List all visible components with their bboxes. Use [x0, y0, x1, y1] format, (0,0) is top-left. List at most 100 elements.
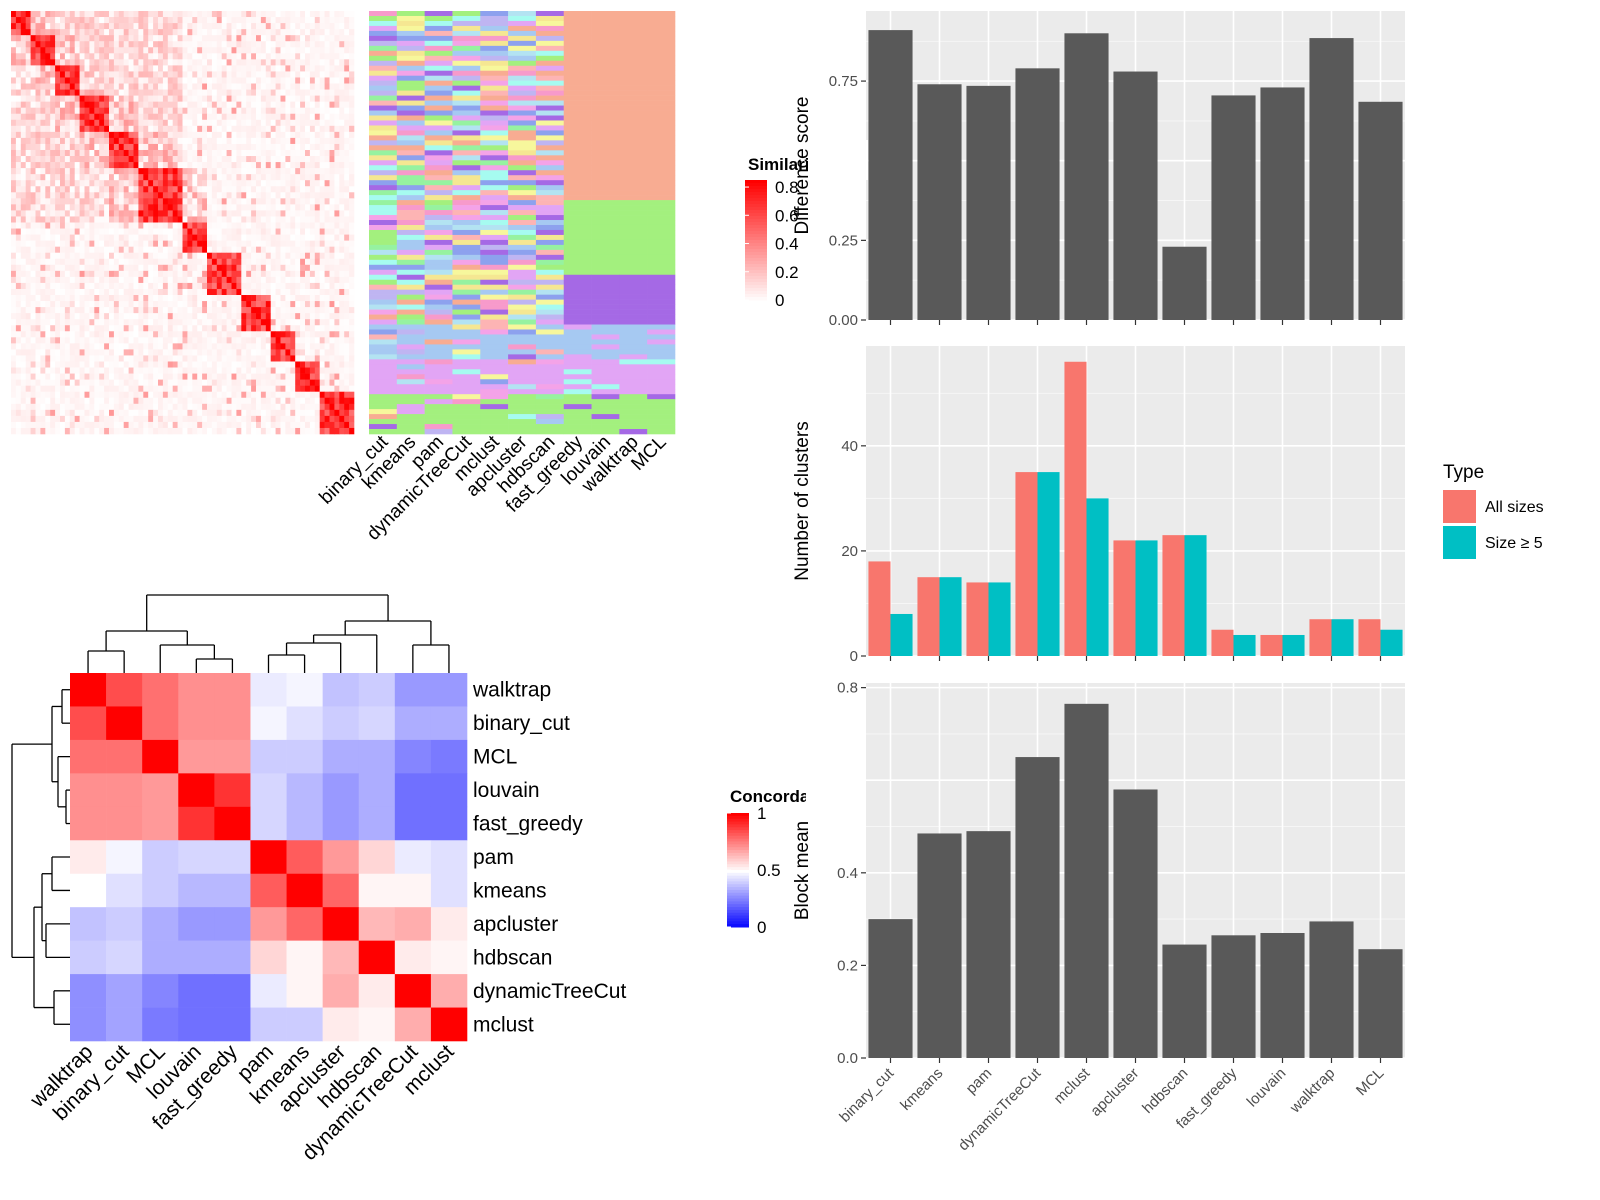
- similarity-cell: [25, 343, 31, 350]
- similarity-cell: [270, 397, 276, 405]
- similarity-cell: [295, 156, 301, 163]
- similarity-cell: [285, 288, 291, 296]
- similarity-cell: [25, 95, 31, 102]
- similarity-cell: [197, 349, 203, 356]
- similarity-cell: [11, 222, 17, 229]
- similarity-cell: [74, 131, 80, 139]
- similarity-cell: [231, 288, 237, 296]
- similarity-cell: [99, 391, 105, 399]
- similarity-cell: [40, 35, 46, 42]
- similarity-cell: [226, 403, 232, 411]
- similarity-cell: [216, 192, 222, 199]
- similarity-cell: [143, 355, 149, 362]
- similarity-cell: [260, 228, 267, 235]
- similarity-cell: [104, 288, 110, 296]
- similarity-cell: [148, 180, 154, 187]
- similarity-cell: [64, 409, 71, 417]
- similarity-cell: [241, 198, 247, 205]
- similarity-cell: [246, 216, 252, 223]
- similarity-cell: [104, 337, 110, 344]
- similarity-cell: [153, 17, 159, 24]
- similarity-cell: [167, 343, 173, 350]
- similarity-cell: [64, 295, 71, 302]
- similarity-cell: [69, 198, 75, 205]
- similarity-cell: [15, 319, 22, 326]
- similarity-cell: [79, 270, 85, 278]
- similarity-cell: [172, 47, 178, 54]
- similarity-cell: [202, 101, 208, 108]
- similarity-cell: [45, 137, 51, 145]
- similarity-cell: [158, 29, 164, 36]
- similarity-cell: [221, 131, 227, 139]
- similarity-cell: [40, 331, 46, 338]
- similarity-cell: [89, 252, 95, 260]
- similarity-cell: [309, 35, 316, 42]
- similarity-cell: [339, 319, 345, 326]
- similarity-cell: [300, 301, 306, 308]
- similarity-cell: [50, 89, 56, 96]
- similarity-cell: [285, 397, 291, 405]
- similarity-cell: [265, 228, 271, 235]
- similarity-cell: [295, 385, 301, 392]
- similarity-cell: [226, 258, 232, 266]
- similarity-cell: [50, 264, 56, 272]
- similarity-cell: [314, 186, 320, 193]
- similarity-cell: [162, 319, 169, 326]
- similarity-cell: [84, 180, 90, 187]
- similarity-cell: [280, 143, 286, 151]
- similarity-cell: [94, 325, 100, 332]
- similarity-cell: [270, 125, 276, 133]
- similarity-cell: [314, 258, 320, 266]
- similarity-cell: [275, 119, 281, 127]
- similarity-cell: [45, 174, 51, 181]
- similarity-cell: [344, 89, 350, 96]
- similarity-cell: [20, 186, 26, 193]
- similarity-cell: [241, 337, 247, 344]
- similarity-cell: [89, 240, 95, 247]
- similarity-cell: [305, 89, 311, 96]
- similarity-cell: [309, 252, 316, 260]
- similarity-cell: [187, 131, 193, 139]
- similarity-cell: [109, 204, 115, 211]
- similarity-cell: [138, 23, 144, 30]
- similarity-cell: [172, 113, 178, 121]
- similarity-cell: [143, 65, 149, 72]
- similarity-cell: [300, 331, 306, 338]
- similarity-cell: [153, 162, 159, 169]
- similarity-cell: [20, 415, 26, 423]
- similarity-cell: [60, 427, 66, 435]
- similarity-cell: [35, 252, 41, 260]
- similarity-cell: [15, 71, 22, 78]
- similarity-cell: [221, 23, 227, 30]
- similarity-cell: [226, 204, 232, 211]
- similarity-cell: [280, 331, 286, 338]
- similarity-cell: [172, 409, 178, 417]
- similarity-cell: [118, 234, 124, 241]
- similarity-cell: [226, 59, 232, 66]
- similarity-cell: [290, 379, 296, 386]
- similarity-cell: [324, 301, 330, 308]
- similarity-cell: [60, 234, 66, 241]
- similarity-cell: [246, 204, 252, 211]
- similarity-cell: [192, 361, 198, 368]
- similarity-cell: [236, 89, 242, 96]
- similarity-cell: [309, 180, 316, 187]
- similarity-cell: [30, 307, 36, 314]
- similarity-cell: [187, 17, 193, 24]
- similarity-cell: [305, 210, 311, 217]
- similarity-cell: [123, 71, 129, 78]
- similarity-cell: [251, 29, 257, 36]
- similarity-cell: [177, 385, 183, 392]
- similarity-cell: [148, 397, 154, 405]
- similarity-cell: [172, 270, 178, 278]
- similarity-cell: [202, 180, 208, 187]
- similarity-cell: [11, 319, 17, 326]
- similarity-cell: [202, 295, 208, 302]
- cluster-cell: [508, 25, 537, 32]
- similarity-cell: [324, 252, 330, 260]
- similarity-cell: [236, 367, 242, 374]
- similarity-cell: [231, 319, 237, 326]
- similarity-cell: [138, 427, 144, 435]
- similarity-cell: [148, 210, 154, 217]
- similarity-cell: [295, 421, 301, 429]
